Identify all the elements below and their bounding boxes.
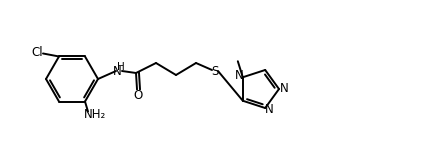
Text: N: N — [265, 103, 273, 116]
Text: O: O — [133, 89, 143, 101]
Text: N: N — [234, 69, 243, 82]
Text: Cl: Cl — [31, 46, 43, 59]
Text: N: N — [280, 81, 289, 95]
Text: N: N — [113, 65, 121, 77]
Text: H: H — [117, 62, 125, 72]
Text: S: S — [211, 65, 219, 77]
Text: NH₂: NH₂ — [84, 108, 106, 121]
